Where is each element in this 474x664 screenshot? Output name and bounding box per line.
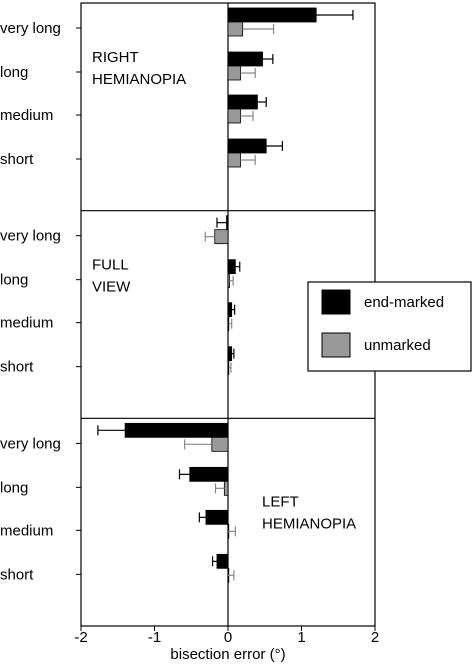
panel-label: VIEW [92,279,131,296]
category-label: medium [0,522,53,539]
x-tick-label: -2 [74,629,87,646]
x-axis-label: bisection error (°) [170,646,285,663]
bar-end-marked [227,302,233,318]
bar-unmarked [227,360,230,376]
legend-swatch [321,332,351,358]
x-tick-label: 1 [297,629,305,646]
legend-label: end-marked [364,294,444,311]
bar-end-marked [227,346,233,362]
bar-end-marked [227,259,236,275]
category-label: long [0,64,28,81]
bar-end-marked [227,7,317,23]
legend-label: unmarked [364,337,431,354]
category-label: very long [0,228,61,245]
category-label: very long [0,435,61,452]
x-tick-label: 0 [224,629,232,646]
bar-end-marked [189,466,229,482]
bar-end-marked [124,422,229,438]
panel-label: FULL [92,257,129,274]
bar-unmarked [227,21,244,37]
bar-unmarked [211,436,229,452]
bar-end-marked [227,94,258,110]
bar-end-marked [226,215,229,231]
category-label: medium [0,315,53,332]
bar-unmarked [227,108,241,124]
bar-end-marked [205,509,229,525]
bar-unmarked [223,480,229,496]
category-label: short [0,151,34,168]
category-label: medium [0,107,53,124]
x-tick-label: 2 [371,629,379,646]
bar-unmarked [227,65,241,81]
bar-end-marked [227,51,263,67]
panel-label: RIGHT [92,49,139,66]
x-tick-label: -1 [148,629,161,646]
panel-label: HEMIANOPIA [262,515,356,532]
bar-unmarked [227,316,230,332]
bar-end-marked [227,138,267,154]
category-label: short [0,359,34,376]
category-label: long [0,479,28,496]
legend-swatch [321,289,351,315]
panel-label: HEMIANOPIA [92,71,186,88]
category-label: short [0,566,34,583]
panel-label: LEFT [262,493,299,510]
bar-unmarked [227,152,241,168]
bar-unmarked [227,273,230,289]
category-label: long [0,272,28,289]
bar-unmarked [214,229,229,245]
bar-end-marked [216,553,229,569]
category-label: very long [0,20,61,37]
